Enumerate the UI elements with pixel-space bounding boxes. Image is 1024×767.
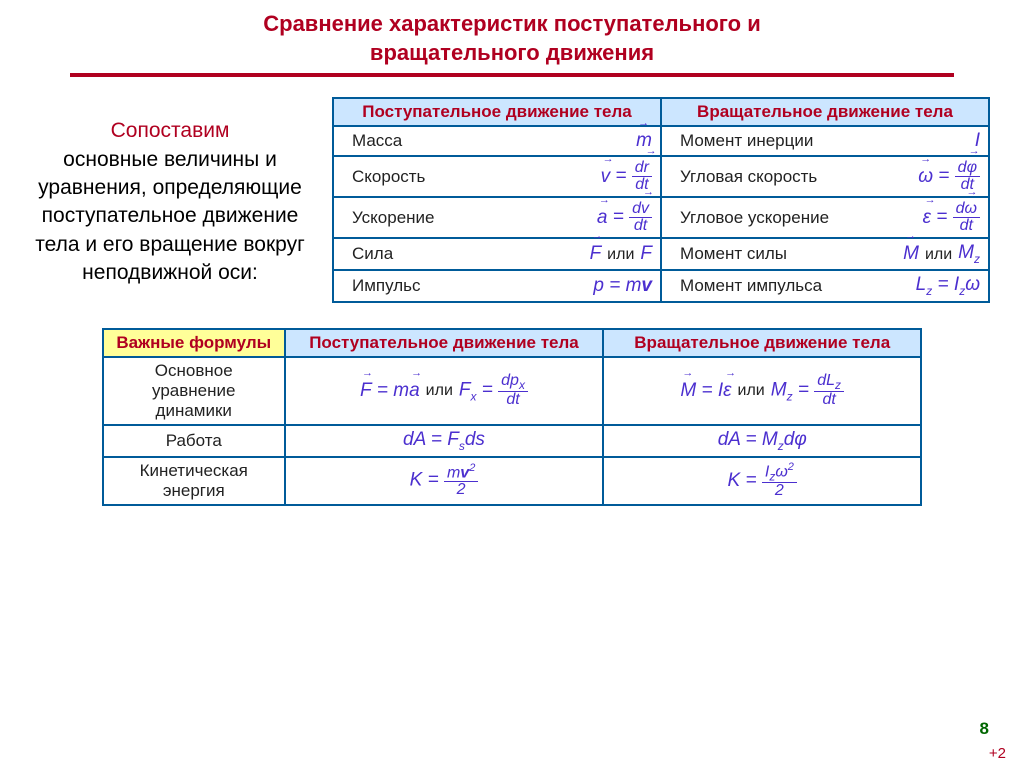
t1-r4-l1: Сила xyxy=(342,244,393,264)
t1-r3-l2: Угловое ускорение xyxy=(670,208,829,228)
or-label: или xyxy=(607,246,634,263)
t2-r2-label: Работа xyxy=(103,425,285,457)
t1-r1-l1: Масса xyxy=(342,131,402,151)
side-text: Сопоставим основные величины и уравнения… xyxy=(20,97,320,287)
bottom-table-wrap: Важные формулы Поступательное движение т… xyxy=(20,328,1004,506)
slide-title: Сравнение характеристик поступательного … xyxy=(20,10,1004,67)
t1-r5-l1: Импульс xyxy=(342,276,421,296)
t2-r1-label: Основное уравнение динамики xyxy=(103,357,285,425)
table-row: Массаm Момент инерцииI xyxy=(333,126,989,156)
table-row: Ускорениеa = dvdt Угловое ускорениеε = d… xyxy=(333,197,989,238)
table-row: СилаFилиF Момент силыMилиMz xyxy=(333,238,989,270)
table-row: Работа dA = Fsds dA = Mzdφ xyxy=(103,425,921,457)
t1-r4-l2: Момент силы xyxy=(670,244,787,264)
or-label: или xyxy=(925,246,952,263)
t1-r1-l2: Момент инерции xyxy=(670,131,813,151)
comparison-table-1: Поступательное движение тела Вращательно… xyxy=(332,97,990,303)
side-highlight: Сопоставим xyxy=(111,119,230,142)
t2-r3-label: Кинетическая энергия xyxy=(103,457,285,505)
slide-container: Сравнение характеристик поступательного … xyxy=(0,0,1024,506)
t2-header-2: Поступательное движение тела xyxy=(285,329,604,357)
t1-r3-l1: Ускорение xyxy=(342,208,435,228)
table-row: Кинетическая энергия K = mv22 K = Izω22 xyxy=(103,457,921,505)
or-label: или xyxy=(738,382,765,399)
t1-r5-l2: Момент импульса xyxy=(670,276,822,296)
table-row: Импульсp = mv Момент импульсаLz = Izω xyxy=(333,270,989,302)
t1-r2-l1: Скорость xyxy=(342,167,425,187)
table-row: Основное уравнение динамики F = maилиFx … xyxy=(103,357,921,425)
t1-r2-l2: Угловая скорость xyxy=(670,167,817,187)
title-line2: вращательного движения xyxy=(370,40,654,65)
or-label: или xyxy=(426,382,453,399)
table-row: Скоростьv = drdt Угловая скоростьω = dφd… xyxy=(333,156,989,197)
t1-header-1: Поступательное движение тела xyxy=(333,98,661,126)
side-body: основные величины и уравнения, определяю… xyxy=(35,148,305,284)
plus2-label: +2 xyxy=(989,745,1006,762)
title-line1: Сравнение характеристик поступательного … xyxy=(263,11,761,36)
top-section: Сопоставим основные величины и уравнения… xyxy=(20,97,1004,303)
title-underline xyxy=(70,73,954,77)
comparison-table-2: Важные формулы Поступательное движение т… xyxy=(102,328,922,506)
t2-header-1: Важные формулы xyxy=(103,329,285,357)
t1-header-2: Вращательное движение тела xyxy=(661,98,989,126)
t2-header-3: Вращательное движение тела xyxy=(603,329,921,357)
page-number: 8 xyxy=(980,719,989,739)
